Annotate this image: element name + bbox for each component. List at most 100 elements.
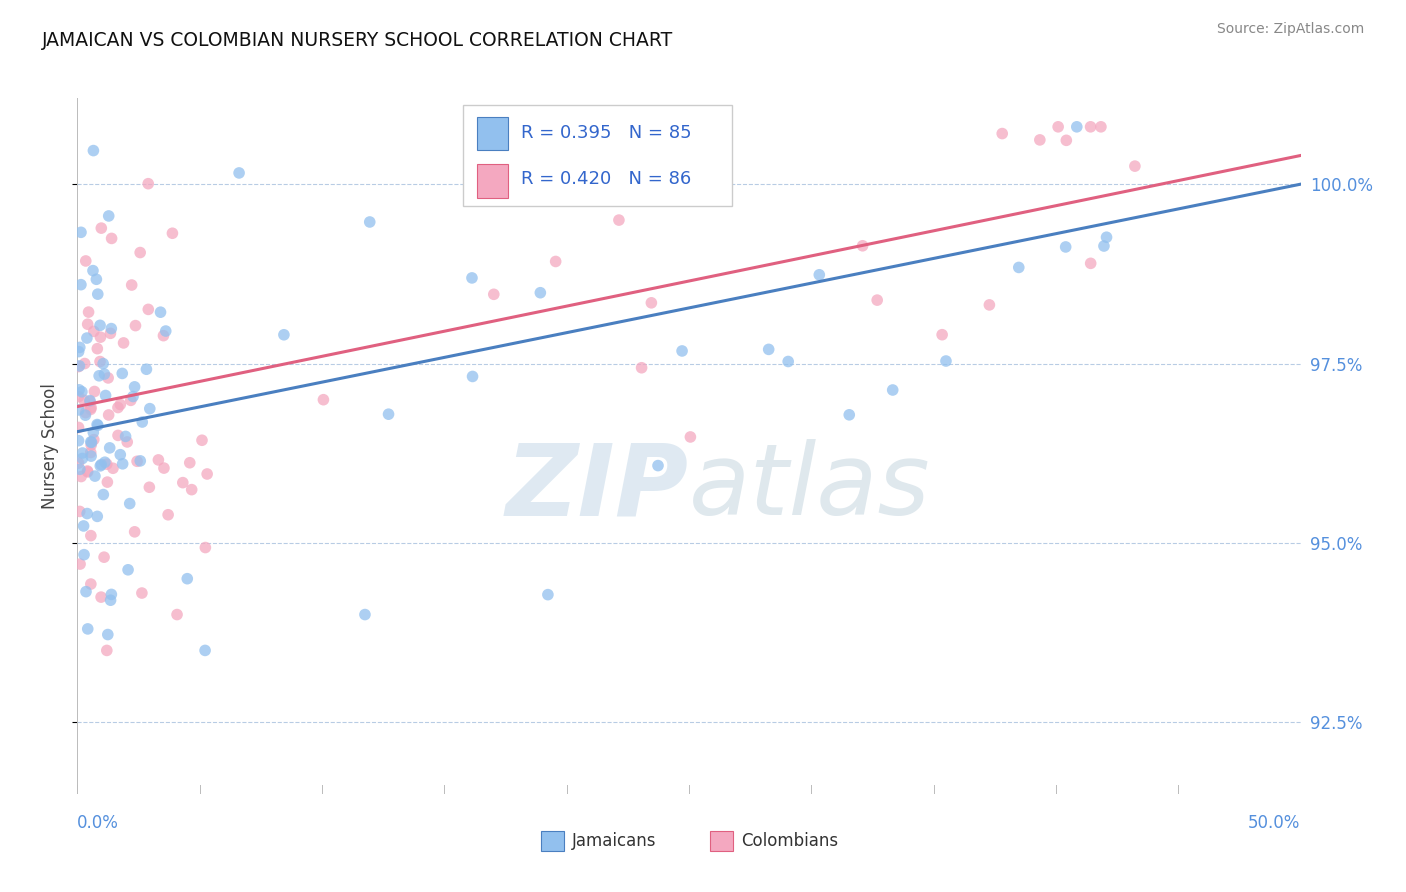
Point [69,557,91,571]
Point [75,408,97,422]
Point [76,331,98,345]
Point [75,584,97,599]
Point [82,425,104,440]
Point [461,369,484,384]
Point [73,357,96,371]
Point [120,393,142,408]
Point [101,461,124,475]
Point [377,407,399,421]
Point [83,433,105,447]
Point [194,643,217,657]
Point [67,359,90,374]
Point [671,343,693,358]
Point [86,272,108,286]
Point [866,293,889,307]
Point [90,458,112,472]
Point [838,408,860,422]
Point [114,429,136,443]
Point [630,360,652,375]
Point [89,330,111,344]
Point [107,401,129,415]
Point [155,324,177,338]
Point [124,524,146,539]
Text: JAMAICAN VS COLOMBIAN NURSERY SCHOOL CORRELATION CHART: JAMAICAN VS COLOMBIAN NURSERY SCHOOL COR… [42,31,673,50]
Point [100,231,122,245]
Point [79,393,101,408]
Text: ZIP: ZIP [506,439,689,536]
Point [96,475,118,489]
Point [69,462,91,476]
Y-axis label: Nursery School: Nursery School [41,383,59,509]
Point [157,508,180,522]
Point [124,380,146,394]
Point [82,144,104,158]
Text: Jamaicans: Jamaicans [572,832,657,850]
Point [72,519,94,533]
Point [80,529,103,543]
Point [122,390,145,404]
Point [67,359,90,373]
Point [77,305,100,319]
Point [1090,120,1112,134]
Point [148,453,170,467]
Point [67,403,90,417]
Point [80,449,103,463]
Point [100,321,122,335]
Point [194,541,217,555]
Point [72,451,94,466]
Point [69,340,91,354]
Point [482,287,505,301]
Point [69,504,91,518]
Point [359,215,381,229]
Point [1123,159,1146,173]
Point [67,420,90,434]
Text: atlas: atlas [689,439,931,536]
Point [537,588,560,602]
Point [172,475,194,490]
Text: Colombians: Colombians [741,832,838,850]
Point [607,213,630,227]
Point [80,434,103,449]
Bar [477,117,508,151]
Point [100,587,122,601]
Point [808,268,831,282]
Point [129,245,152,260]
Point [73,393,96,408]
Point [70,384,93,399]
Point [80,438,103,452]
Point [129,454,152,468]
Point [179,456,201,470]
Point [89,318,111,333]
Point [640,295,662,310]
Point [1080,120,1102,134]
Point [97,371,120,385]
Point [1029,133,1052,147]
Point [79,394,101,409]
Point [94,455,117,469]
Point [67,344,90,359]
Point [112,335,135,350]
Point [758,343,780,357]
Point [110,397,132,411]
Point [152,328,174,343]
Point [136,177,159,191]
Point [98,441,121,455]
Point [67,456,90,470]
Point [117,563,139,577]
Point [75,406,97,420]
Point [1066,120,1088,134]
Point [86,342,108,356]
Point [139,401,162,416]
Point [153,461,176,475]
Point [529,285,551,300]
Point [176,572,198,586]
Point [97,209,120,223]
Point [76,465,98,479]
Text: 0.0%: 0.0% [77,814,120,831]
Point [138,480,160,494]
Point [91,357,114,371]
Point [76,507,98,521]
Point [67,390,90,404]
Point [70,277,93,292]
Point [89,354,111,368]
